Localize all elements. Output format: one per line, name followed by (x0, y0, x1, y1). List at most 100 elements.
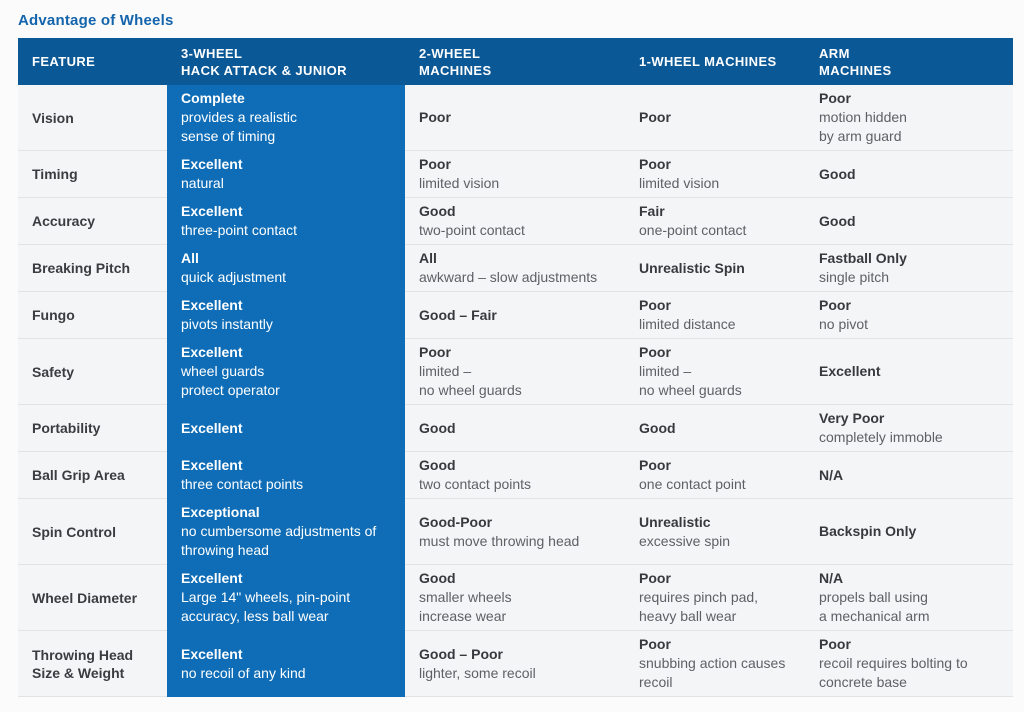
feature-label: Ball Grip Area (32, 467, 125, 483)
rating-text: Poor (819, 90, 851, 106)
value-cell-highlighted: Complete provides a realistic sense of ti… (167, 85, 405, 150)
rating-note: propels ball using a mechanical arm (819, 589, 930, 624)
rating-text: Poor (819, 297, 851, 313)
value-cell: Poor (405, 85, 625, 150)
value-cell: Good two-point contact (405, 197, 625, 244)
rating-text: Excellent (181, 297, 243, 313)
rating-text: Poor (639, 457, 671, 473)
value-cell: Good (805, 197, 1013, 244)
value-cell: Good smaller wheels increase wear (405, 564, 625, 630)
rating-note: no recoil of any kind (181, 665, 306, 681)
feature-label: Wheel Diameter (32, 589, 138, 606)
feature-label: Fungo (32, 307, 75, 323)
table-body: Vision Complete provides a realistic sense… (18, 85, 1013, 697)
rating-text: Poor (819, 636, 851, 652)
rating-text: Poor (419, 156, 451, 172)
table-row: Safety Excellent wheel guards protect oper… (18, 338, 1013, 404)
feature-cell: Fungo (18, 291, 167, 338)
value-cell: Very Poor completely immoble (805, 404, 1013, 451)
value-cell-highlighted: Excellent no recoil of any kind (167, 630, 405, 697)
value-cell: Poor no pivot (805, 291, 1013, 338)
rating-text: Complete (181, 90, 245, 106)
rating-note: lighter, some recoil (419, 664, 536, 681)
table-row: Portability Excellent Good Good Very Poor com… (18, 404, 1013, 451)
rating-note: excessive spin (639, 532, 731, 549)
column-header-2-wheel: 2-WHEEL MACHINES (419, 45, 492, 78)
rating-note: requires pinch pad, heavy ball wear (639, 589, 759, 624)
rating-note: natural (181, 175, 224, 191)
feature-label: Accuracy (32, 213, 96, 229)
rating-text: Good – Poor (419, 645, 503, 662)
feature-label: Portability (32, 420, 101, 436)
rating-text: Poor (639, 344, 671, 360)
value-cell: Poor limited – no wheel guards (625, 338, 805, 404)
rating-text: Very Poor (819, 410, 885, 426)
value-cell-highlighted: Excellent natural (167, 150, 405, 197)
rating-text: Excellent (181, 344, 243, 360)
feature-cell: Breaking Pitch (18, 244, 167, 291)
rating-note: three contact points (181, 476, 304, 492)
rating-note: awkward – slow adjustments (419, 269, 598, 285)
rating-note: no cumbersome adjustments of throwing he… (181, 523, 377, 558)
value-cell: Fair one-point contact (625, 197, 805, 244)
rating-note: wheel guards protect operator (181, 363, 280, 398)
rating-note: one-point contact (639, 222, 747, 238)
column-header-1-wheel: 1-WHEEL MACHINES (639, 54, 777, 69)
table-row: Fungo Excellent pivots instantly Good – Fai… (18, 291, 1013, 338)
rating-text: Poor (639, 636, 671, 652)
rating-note: provides a realistic sense of timing (181, 109, 297, 144)
rating-text: Excellent (181, 419, 243, 436)
column-header-arm: ARM MACHINES (819, 45, 892, 78)
value-cell-highlighted: Excellent wheel guards protect operator (167, 338, 405, 404)
value-cell: Good (405, 404, 625, 451)
value-cell: Good – Poor lighter, some recoil (405, 630, 625, 697)
feature-cell: Wheel Diameter (18, 564, 167, 630)
rating-text: Exceptional (181, 504, 260, 520)
value-cell: Good – Fair (405, 291, 625, 338)
value-cell: Poor limited distance (625, 291, 805, 338)
feature-label: Safety (32, 363, 75, 380)
rating-text: Good (419, 419, 456, 436)
value-cell-highlighted: Excellent Large 14" wheels, pin-point acc… (167, 564, 405, 630)
feature-cell: Ball Grip Area (18, 451, 167, 498)
table-row: Throwing Head Size & Weight Excellent no r… (18, 630, 1013, 697)
value-cell-highlighted: Exceptional no cumbersome adjustments of … (167, 498, 405, 564)
feature-cell: Safety (18, 338, 167, 404)
value-cell: Poor limited – no wheel guards (405, 338, 625, 404)
feature-cell: Timing (18, 150, 167, 197)
rating-note: limited vision (419, 175, 500, 191)
table-row: Spin Control Exceptional no cumbersome adj… (18, 498, 1013, 564)
value-cell: Good two contact points (405, 451, 625, 498)
rating-note: one contact point (639, 476, 746, 492)
column-header-3-wheel: 3-WHEEL HACK ATTACK & JUNIOR (181, 45, 347, 78)
feature-cell: Portability (18, 404, 167, 451)
rating-text: Poor (639, 570, 671, 586)
table-row: Wheel Diameter Excellent Large 14" wheels,… (18, 564, 1013, 630)
rating-text: Poor (419, 344, 451, 360)
rating-text: N/A (819, 466, 844, 483)
rating-text: Good (419, 457, 456, 473)
value-cell: Poor snubbing action causes recoil (625, 630, 805, 697)
rating-note: smaller wheels increase wear (419, 589, 512, 624)
rating-text: Excellent (181, 457, 243, 473)
value-cell: Poor recoil requires bolting to concrete … (805, 630, 1013, 697)
value-cell: Poor one contact point (625, 451, 805, 498)
comparison-table: FEATURE 3-WHEEL HACK ATTACK & JUNIOR 2-W… (18, 38, 1013, 697)
rating-text: All (181, 250, 199, 266)
value-cell: Poor (625, 85, 805, 150)
page: Advantage of Wheels FEATURE 3-WHEEL HACK… (18, 12, 1013, 697)
rating-note: two contact points (419, 476, 532, 492)
value-cell: All awkward – slow adjustments (405, 244, 625, 291)
table-row: Ball Grip Area Excellent three contact poi… (18, 451, 1013, 498)
rating-text: Excellent (181, 156, 243, 172)
value-cell-highlighted: Excellent three-point contact (167, 197, 405, 244)
rating-text: Fair (639, 203, 665, 219)
rating-note: limited – no wheel guards (419, 363, 522, 398)
value-cell: Unrealistic Spin (625, 244, 805, 291)
rating-text: Backspin Only (819, 523, 917, 539)
rating-note: must move throwing head (419, 532, 580, 549)
value-cell: Good (805, 150, 1013, 197)
rating-text: Good (819, 165, 856, 182)
rating-note: two-point contact (419, 222, 525, 238)
rating-text: Good-Poor (419, 513, 493, 530)
